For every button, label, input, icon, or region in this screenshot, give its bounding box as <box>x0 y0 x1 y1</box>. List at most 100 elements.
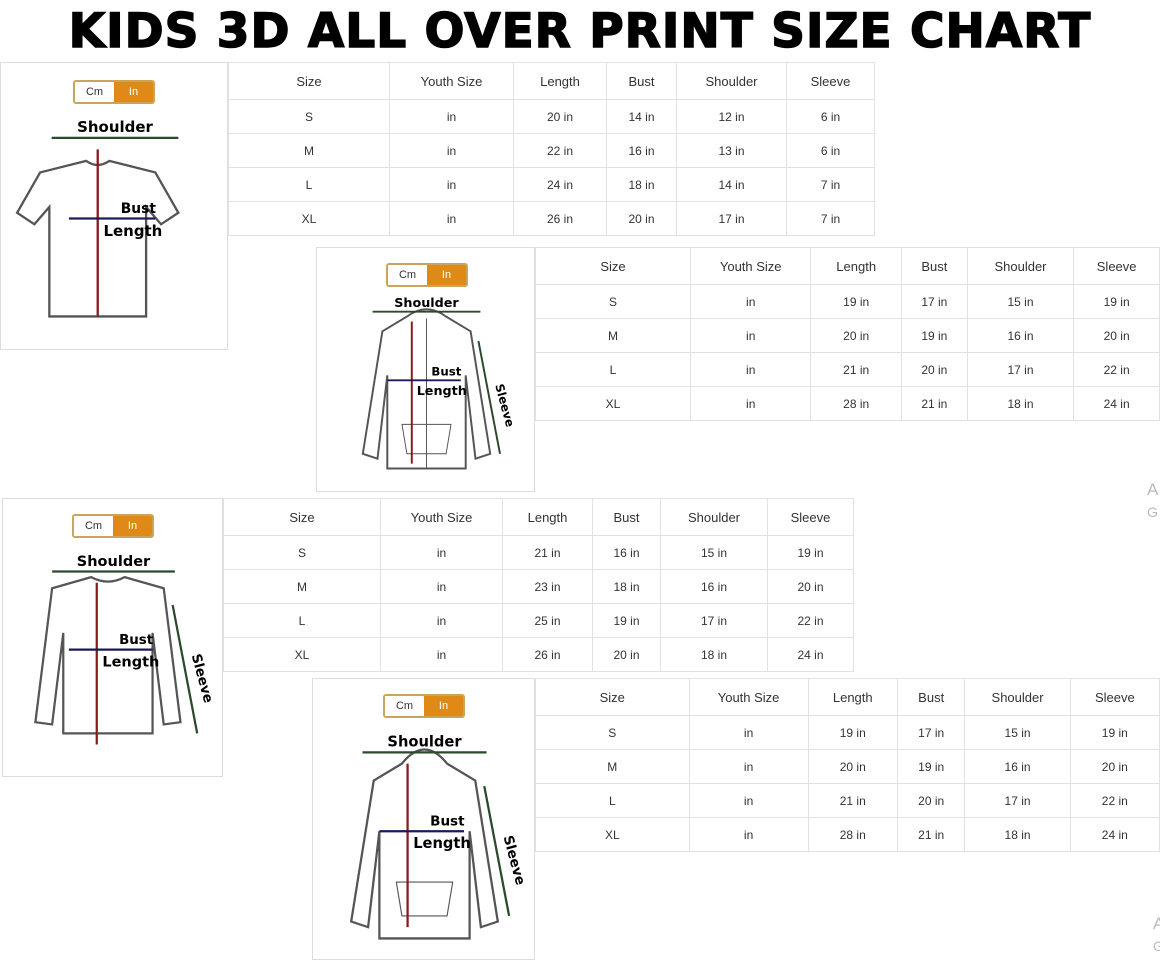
table-cell: 18 in <box>660 637 768 672</box>
table-cell: XL <box>535 817 690 852</box>
table-cell: 19 in <box>592 603 661 638</box>
table-cell: 15 in <box>964 715 1071 750</box>
garment-image-panel: Shoulder Length Bust Sleeve <box>2 498 223 777</box>
unit-in-option[interactable]: In <box>424 696 463 716</box>
table-cell: 20 in <box>513 99 607 134</box>
table-cell: 22 in <box>513 133 607 168</box>
table-cell: XL <box>228 201 390 236</box>
table-cell: 28 in <box>810 386 902 421</box>
column-header: Youth Size <box>380 498 503 536</box>
column-header: Shoulder <box>660 498 768 536</box>
column-header: Size <box>223 498 381 536</box>
table-cell: 19 in <box>1073 284 1160 319</box>
table-cell: 17 in <box>896 715 966 750</box>
unit-in-option[interactable]: In <box>114 82 153 102</box>
length-label: Length <box>103 222 162 240</box>
table-cell: 16 in <box>606 133 677 168</box>
unit-toggle[interactable]: Cm In <box>383 694 465 718</box>
table-cell: 18 in <box>592 569 661 604</box>
table-header-row: Size Youth Size Length Bust Shoulder Sleeve <box>228 62 875 100</box>
length-label: Length <box>102 654 159 670</box>
table-cell: in <box>380 535 503 570</box>
column-header: Length <box>807 678 898 716</box>
table-cell: 20 in <box>1069 749 1160 784</box>
column-header: Bust <box>896 678 966 716</box>
garment-image-panel: Shoulder Length Bust Sleeve <box>316 247 535 492</box>
table-cell: in <box>688 817 809 852</box>
table-cell: 19 in <box>810 284 902 319</box>
table-cell: 16 in <box>966 318 1075 353</box>
table-cell: 17 in <box>660 603 768 638</box>
page-title: KIDS 3D ALL OVER PRINT SIZE CHART <box>68 3 1092 60</box>
unit-in-option[interactable]: In <box>113 516 152 536</box>
unit-cm-option[interactable]: Cm <box>75 82 114 102</box>
long-sleeve-icon: Shoulder Length Bust Sleeve <box>34 554 215 745</box>
table-cell: S <box>223 535 381 570</box>
column-header: Sleeve <box>767 498 854 536</box>
unit-cm-option[interactable]: Cm <box>385 696 424 716</box>
table-cell: 19 in <box>901 318 968 353</box>
garment-image-panel: Shoulder Length Bust <box>0 62 228 350</box>
table-cell: 17 in <box>964 783 1071 818</box>
table-cell: in <box>688 715 809 750</box>
table-row: XL in 26 in 20 in 17 in 7 in <box>228 201 875 236</box>
table-cell: M <box>228 133 390 168</box>
table-header-row: Size Youth Size Length Bust Shoulder Sleeve <box>535 678 1160 716</box>
table-cell: 18 in <box>606 167 677 202</box>
column-header: Length <box>513 62 607 100</box>
table-cell: 15 in <box>660 535 768 570</box>
table-cell: 25 in <box>502 603 593 638</box>
table-cell: 20 in <box>1073 318 1160 353</box>
table-cell: L <box>534 352 692 387</box>
column-header: Sleeve <box>1073 247 1160 285</box>
column-header: Shoulder <box>966 247 1075 285</box>
column-header: Youth Size <box>389 62 514 100</box>
unit-cm-option[interactable]: Cm <box>74 516 113 536</box>
unit-in-option[interactable]: In <box>427 265 466 285</box>
table-cell: 16 in <box>964 749 1071 784</box>
table-cell: 20 in <box>807 749 898 784</box>
watermark-text: G <box>1147 504 1158 520</box>
table-cell: 20 in <box>810 318 902 353</box>
unit-toggle[interactable]: Cm In <box>386 263 468 287</box>
table-cell: 20 in <box>896 783 966 818</box>
table-cell: 18 in <box>966 386 1075 421</box>
table-cell: 15 in <box>966 284 1075 319</box>
table-cell: S <box>534 284 692 319</box>
column-header: Bust <box>592 498 661 536</box>
bust-label: Bust <box>431 364 461 378</box>
table-cell: 21 in <box>810 352 902 387</box>
table-cell: 22 in <box>767 603 854 638</box>
table-row: XL in 28 in 21 in 18 in 24 in <box>535 817 1160 852</box>
table-cell: 24 in <box>513 167 607 202</box>
unit-toggle[interactable]: Cm In <box>73 80 155 104</box>
unit-toggle[interactable]: Cm In <box>72 514 154 538</box>
table-cell: 17 in <box>676 201 787 236</box>
column-header: Youth Size <box>690 247 812 285</box>
table-cell: 14 in <box>676 167 787 202</box>
column-header: Size <box>228 62 390 100</box>
table-cell: 17 in <box>966 352 1075 387</box>
column-header: Length <box>502 498 593 536</box>
watermark-text: A <box>1147 480 1159 499</box>
table-cell: S <box>535 715 690 750</box>
table-cell: in <box>688 783 809 818</box>
table-cell: in <box>690 386 812 421</box>
table-cell: 20 in <box>592 637 661 672</box>
table-cell: in <box>389 133 514 168</box>
table-cell: 19 in <box>1069 715 1160 750</box>
unit-cm-option[interactable]: Cm <box>388 265 427 285</box>
table-cell: 7 in <box>786 201 875 236</box>
bust-label: Bust <box>119 633 154 648</box>
table-cell: 24 in <box>767 637 854 672</box>
table-cell: 28 in <box>807 817 898 852</box>
